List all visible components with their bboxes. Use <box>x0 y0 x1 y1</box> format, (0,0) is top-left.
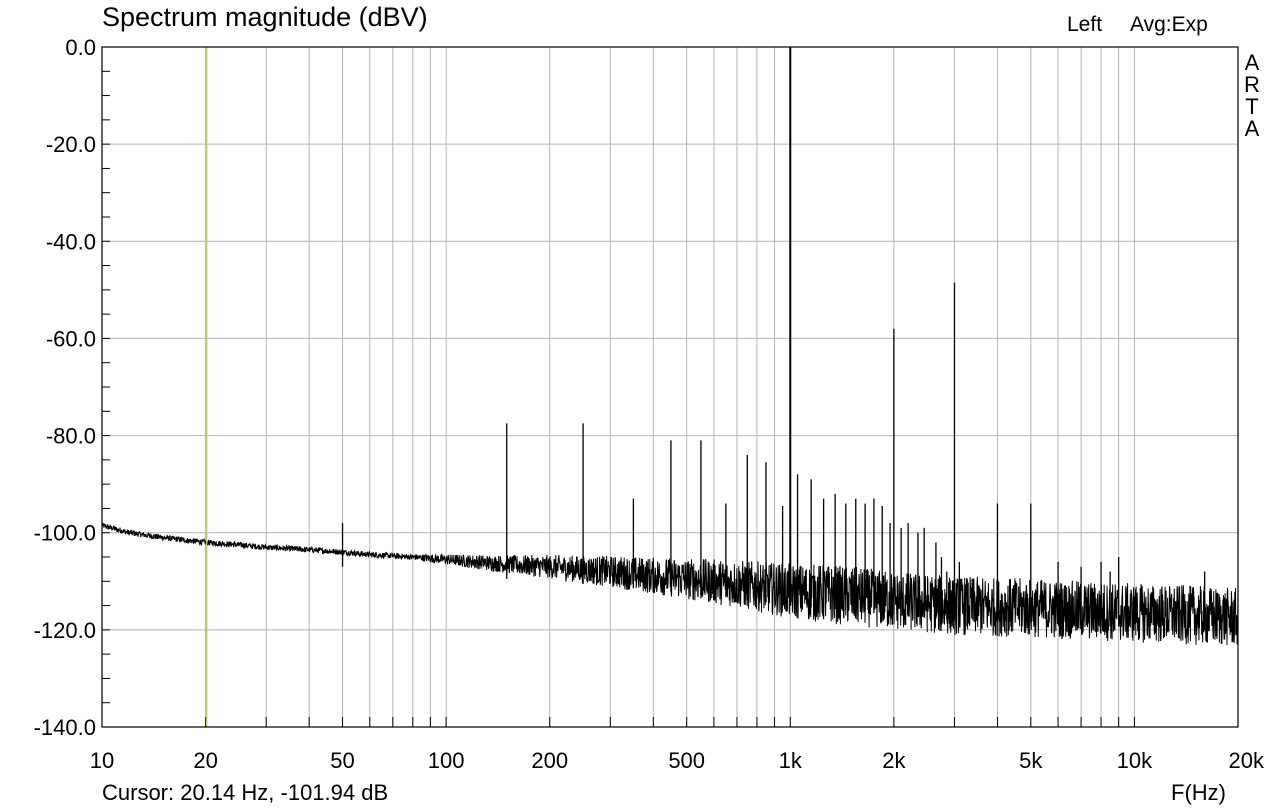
x-tick-label: 200 <box>531 748 568 773</box>
x-tick-label: 500 <box>668 748 705 773</box>
y-tick-label: 0.0 <box>65 35 96 60</box>
x-tick-label: 10k <box>1117 748 1153 773</box>
brand-letter: A <box>1244 116 1260 141</box>
x-tick-label: 20 <box>193 748 217 773</box>
x-tick-label: 1k <box>779 748 803 773</box>
y-tick-label: -80.0 <box>46 424 96 449</box>
y-axis-ticks: 0.0 -20.0 -40.0 -60.0 -80.0 -100.0 -120.0 -140.… <box>34 35 96 740</box>
spectrum-trace <box>101 47 1239 646</box>
x-tick-label: 20k <box>1229 748 1265 773</box>
y-tick-label: -140.0 <box>34 715 96 740</box>
x-tick-label: 5k <box>1019 748 1043 773</box>
plot-frame <box>101 46 1239 728</box>
x-tick-label: 50 <box>330 748 354 773</box>
y-tick-label: -20.0 <box>46 132 96 157</box>
x-axis-unit-label: F(Hz) <box>1171 780 1226 805</box>
y-tick-label: -120.0 <box>34 618 96 643</box>
x-tick-label: 2k <box>882 748 906 773</box>
brand-letter: T <box>1245 94 1259 119</box>
noise-floor-line <box>101 522 1239 646</box>
x-tick-label: 100 <box>428 748 465 773</box>
y-tick-label: -40.0 <box>46 229 96 254</box>
y-tick-label: -60.0 <box>46 326 96 351</box>
brand-vertical-label: A R T A <box>1242 52 1262 140</box>
averaging-label: Avg:Exp <box>1130 13 1208 36</box>
cursor-readout: Cursor: 20.14 Hz, -101.94 dB <box>102 780 389 805</box>
channel-label: Left <box>1067 13 1103 36</box>
x-axis-ticks: 10 20 50 100 200 500 1k 2k 5k 10k 20k <box>90 748 1265 773</box>
brand-letter: R <box>1244 72 1260 97</box>
chart-title: Spectrum magnitude (dBV) <box>102 2 428 32</box>
x-tick-label: 10 <box>90 748 114 773</box>
y-tick-label: -100.0 <box>34 521 96 546</box>
brand-letter: A <box>1244 50 1260 75</box>
